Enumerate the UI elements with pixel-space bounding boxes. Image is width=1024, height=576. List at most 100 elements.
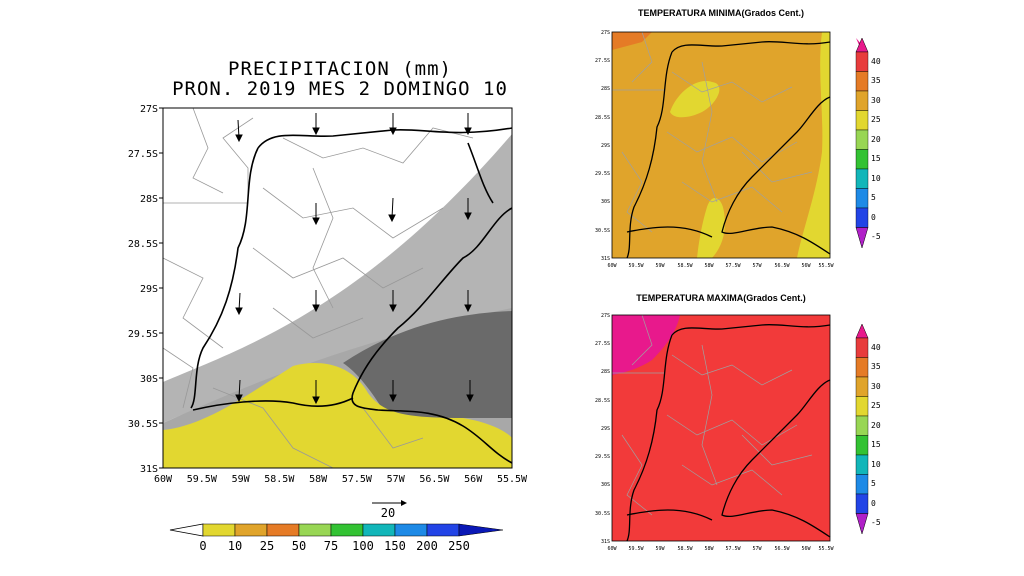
precip-lon-label: 55.5W bbox=[497, 474, 528, 485]
precip-colorbar-label: 75 bbox=[324, 539, 338, 553]
tmax-lat-label: 30S bbox=[601, 482, 610, 488]
precip-lon-label: 59.5W bbox=[187, 474, 218, 485]
precipitation-map: 27S 27.5S 28S 28.5S 29S 29.5S 30S 30.5S … bbox=[128, 104, 528, 485]
wind-arrow bbox=[312, 290, 320, 313]
tmin-lat-label: 31S bbox=[601, 256, 610, 262]
tmax-lon-label: 57.5W bbox=[725, 546, 741, 552]
precip-colorbar-label: 200 bbox=[416, 539, 438, 553]
tmax-colorbar-label: 15 bbox=[871, 440, 881, 449]
tmin-lon-label: 59W bbox=[655, 263, 665, 269]
precip-colorbar-label: 50 bbox=[292, 539, 306, 553]
tmax-lat-label: 28.5S bbox=[595, 398, 610, 404]
tmax-lat-label: 28S bbox=[601, 369, 610, 375]
precip-lon-label: 59W bbox=[232, 474, 251, 485]
precip-lon-label: 56.5W bbox=[419, 474, 450, 485]
tmin-lat-label: 29S bbox=[601, 143, 610, 149]
precip-lon-label: 58W bbox=[309, 474, 328, 485]
tmax-hot-patch bbox=[612, 315, 680, 375]
tmax-lon-label: 58W bbox=[704, 546, 714, 552]
tmin-colorbar-label: 5 bbox=[871, 193, 876, 202]
tmax-colorbar-label: 0 bbox=[871, 499, 876, 508]
precip-colorbar: 0 10 25 50 75 100 150 200 250 bbox=[169, 523, 504, 553]
tmin-lon-label: 55.5W bbox=[818, 263, 834, 269]
tmax-colorbar: 40 35 30 25 20 15 10 5 0 -5 bbox=[855, 323, 881, 535]
colorbar-cap-low bbox=[855, 513, 869, 535]
precip-title-line2: PRON. 2019 MES 2 DOMINGO 10 bbox=[172, 78, 508, 100]
tmin-lon-label: 56W bbox=[801, 263, 811, 269]
tmax-map: 27S 27.5S 28S 28.5S 29S 29.5S 30S 30.5S … bbox=[595, 313, 835, 552]
tmin-colorbar-label: -5 bbox=[871, 232, 881, 241]
tmin-lat-label: 30S bbox=[601, 199, 610, 205]
precip-yellow-area bbox=[163, 363, 512, 468]
tmax-lon-label: 58.5W bbox=[677, 546, 693, 552]
precip-border-river bbox=[351, 207, 513, 464]
precip-light-gray-band bbox=[163, 134, 512, 423]
tmin-title: TEMPERATURA MINIMA(Grados Cent.) bbox=[638, 8, 804, 18]
precip-lon-label: 57W bbox=[387, 474, 406, 485]
precip-lat-label: 29S bbox=[140, 284, 158, 295]
tmin-map: 27S 27.5S 28S 28.5S 29S 29.5S 30S 30.5S … bbox=[595, 30, 835, 269]
tmin-lon-label: 60W bbox=[607, 263, 617, 269]
precip-colorbar-label: 100 bbox=[352, 539, 374, 553]
tmax-lon-label: 57W bbox=[752, 546, 762, 552]
tmin-colorbar-label: 20 bbox=[871, 135, 881, 144]
precip-lat-label: 28.5S bbox=[128, 239, 158, 250]
tmin-colorbar-label: 40 bbox=[871, 57, 881, 66]
wind-arrow bbox=[235, 292, 243, 316]
tmin-colorbar-label: 30 bbox=[871, 96, 881, 105]
wind-arrow bbox=[389, 380, 397, 403]
wind-arrow bbox=[389, 290, 397, 313]
tmax-title: TEMPERATURA MAXIMA(Grados Cent.) bbox=[636, 293, 806, 303]
precip-lat-label: 29.5S bbox=[128, 329, 158, 340]
tmin-lat-label: 30.5S bbox=[595, 228, 610, 234]
precip-lat-label: 27S bbox=[140, 104, 158, 115]
precip-lat-label: 30S bbox=[140, 374, 158, 385]
wind-arrow bbox=[235, 379, 243, 403]
tmax-colorbar-label: 10 bbox=[871, 460, 881, 469]
tmin-lon-label: 58W bbox=[704, 263, 714, 269]
precip-title-line1: PRECIPITACION (mm) bbox=[228, 58, 452, 80]
tmin-colorbar-label: 0 bbox=[871, 213, 876, 222]
wind-arrow bbox=[388, 197, 396, 223]
colorbar-cap-high bbox=[458, 523, 504, 537]
tmax-lat-label: 30.5S bbox=[595, 511, 610, 517]
precip-lat-label: 28S bbox=[140, 194, 158, 205]
tmax-colorbar-label: -5 bbox=[871, 518, 881, 527]
tmin-lon-label: 57W bbox=[752, 263, 762, 269]
wind-arrow bbox=[466, 380, 474, 403]
tmin-border-west bbox=[626, 51, 673, 259]
tmin-cool-east bbox=[797, 32, 830, 258]
wind-arrow bbox=[312, 203, 320, 226]
tmin-lon-label: 59.5W bbox=[628, 263, 644, 269]
tmax-lat-label: 27S bbox=[601, 313, 610, 319]
tmin-lat-label: 27S bbox=[601, 30, 610, 36]
tmax-colorbar-label: 5 bbox=[871, 479, 876, 488]
tmax-colorbar-label: 30 bbox=[871, 382, 881, 391]
precip-colorbar-label: 150 bbox=[384, 539, 406, 553]
tmax-border-river bbox=[721, 379, 831, 538]
tmin-lon-label: 57.5W bbox=[725, 263, 741, 269]
tmax-lat-label: 31S bbox=[601, 539, 610, 545]
precip-lon-label: 60W bbox=[154, 474, 173, 485]
tmin-lat-label: 28.5S bbox=[595, 115, 610, 121]
precip-colorbar-label: 10 bbox=[228, 539, 242, 553]
tmax-lon-label: 59.5W bbox=[628, 546, 644, 552]
precip-lon-label: 57.5W bbox=[342, 474, 373, 485]
precip-colorbar-label: 25 bbox=[260, 539, 274, 553]
tmin-lon-label: 56.5W bbox=[774, 263, 790, 269]
wind-arrow bbox=[312, 113, 320, 136]
tmax-lon-label: 59W bbox=[655, 546, 665, 552]
precip-lat-label: 27.5S bbox=[128, 149, 158, 160]
precip-border-west bbox=[190, 147, 259, 409]
tmin-border-north bbox=[671, 40, 831, 53]
tmax-lon-label: 56.5W bbox=[774, 546, 790, 552]
tmax-border-north bbox=[671, 323, 831, 336]
precip-lat-label: 30.5S bbox=[128, 419, 158, 430]
tmax-lon-label: 60W bbox=[607, 546, 617, 552]
wind-reference-label: 20 bbox=[381, 506, 395, 520]
tmax-colorbar-label: 20 bbox=[871, 421, 881, 430]
colorbar-cap-low bbox=[169, 523, 204, 537]
wind-arrow bbox=[464, 113, 472, 136]
wind-arrow bbox=[312, 380, 320, 405]
tmin-colorbar-label: 15 bbox=[871, 154, 881, 163]
